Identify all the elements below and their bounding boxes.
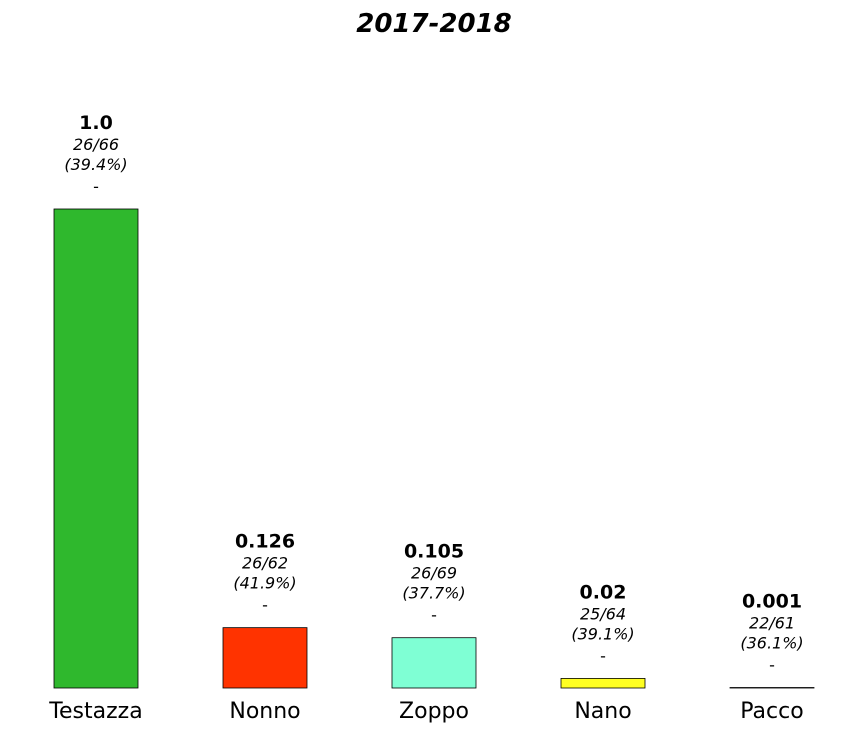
category-label: Pacco xyxy=(740,699,803,724)
percent-label: (37.7%) xyxy=(402,584,465,603)
dash-label: - xyxy=(93,177,99,196)
ratio-label: 26/66 xyxy=(73,135,119,154)
category-label: Zoppo xyxy=(399,699,469,724)
bar-nano xyxy=(560,678,646,689)
bar-testazza xyxy=(53,208,139,689)
value-label: 0.001 xyxy=(742,591,802,613)
dash-label: - xyxy=(600,646,606,665)
ratio-label: 26/69 xyxy=(411,564,457,583)
percent-label: (41.9%) xyxy=(233,574,296,593)
category-label: Testazza xyxy=(48,699,142,724)
bar-pacco xyxy=(729,687,815,689)
ratio-label: 25/64 xyxy=(580,604,626,623)
bar-zoppo xyxy=(391,637,477,689)
chart-title: 2017-2018 xyxy=(356,9,512,39)
value-label: 0.105 xyxy=(404,541,464,563)
percent-label: (36.1%) xyxy=(740,634,803,653)
value-label: 0.126 xyxy=(235,531,295,553)
value-label: 1.0 xyxy=(79,112,113,134)
labels-group: 1.026/66(39.4%) - Testazza 0.12626/62(41.9%… xyxy=(48,112,803,724)
bars-group xyxy=(53,208,815,689)
percent-label: (39.1%) xyxy=(571,624,634,643)
dash-label: - xyxy=(431,606,437,625)
percent-label: (39.4%) xyxy=(64,155,127,174)
ratio-label: 22/61 xyxy=(749,614,795,633)
dash-label: - xyxy=(262,596,268,615)
dash-label: - xyxy=(769,656,775,675)
value-label: 0.02 xyxy=(580,581,627,603)
bar-nonno xyxy=(222,627,308,689)
category-label: Nonno xyxy=(229,699,300,724)
ratio-label: 26/62 xyxy=(242,554,288,573)
category-label: Nano xyxy=(574,699,631,724)
